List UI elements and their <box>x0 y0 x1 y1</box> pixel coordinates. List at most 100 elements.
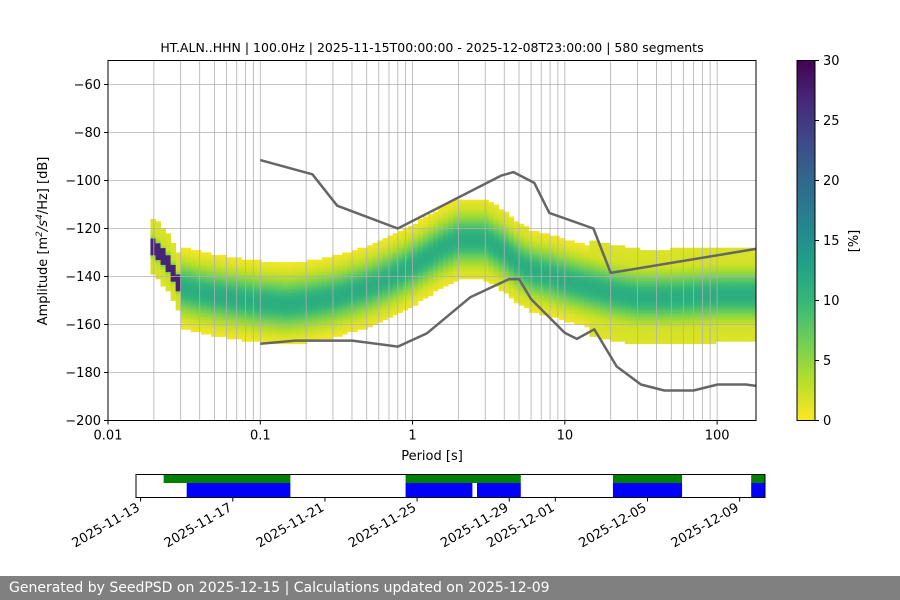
heatmap-cell <box>266 264 272 268</box>
heatmap-cell <box>246 271 252 275</box>
heatmap-cell <box>216 281 222 285</box>
heatmap-cell <box>332 254 338 258</box>
heatmap-cell <box>554 262 560 265</box>
heatmap-cell <box>508 271 515 275</box>
heatmap-cell <box>180 300 187 304</box>
heatmap-cell <box>750 283 757 287</box>
heatmap-cell <box>165 233 172 237</box>
heatmap-cell <box>473 214 479 217</box>
heatmap-cell <box>503 226 510 229</box>
heatmap-cell <box>720 278 727 282</box>
heatmap-cell <box>261 264 267 268</box>
heatmap-cell <box>458 238 464 241</box>
heatmap-cell <box>559 312 565 316</box>
heatmap-cell <box>205 298 212 301</box>
heatmap-cell <box>614 322 621 325</box>
heatmap-cell <box>579 257 585 261</box>
heatmap-cell <box>392 233 399 237</box>
heatmap-cell <box>685 290 691 294</box>
heatmap-cell <box>700 254 706 258</box>
heatmap-cell <box>382 295 389 299</box>
heatmap-cell <box>549 312 555 316</box>
heatmap-cell <box>200 319 207 323</box>
heatmap-cell <box>241 319 247 323</box>
heatmap-cell <box>443 242 449 246</box>
heatmap-cell <box>660 310 666 313</box>
heatmap-cell <box>367 281 373 285</box>
heatmap-cell <box>160 240 166 244</box>
heatmap-cell <box>382 269 389 273</box>
heatmap-cell <box>407 293 414 297</box>
heatmap-cell <box>735 264 742 268</box>
heatmap-cell <box>483 259 489 263</box>
heatmap-cell <box>190 252 197 256</box>
heatmap-cell <box>458 257 464 261</box>
heatmap-cell <box>417 257 424 261</box>
heatmap-cell <box>407 242 414 246</box>
heatmap-cell <box>347 257 353 261</box>
heatmap-cell <box>720 271 727 275</box>
heatmap-cell <box>216 283 222 287</box>
heatmap-cell <box>357 257 363 261</box>
heatmap-cell <box>609 302 616 306</box>
heatmap-cell <box>488 257 494 261</box>
heatmap-cell <box>685 329 691 333</box>
heatmap-cell <box>574 290 580 294</box>
heatmap-cell <box>205 264 212 268</box>
heatmap-cell <box>377 300 383 304</box>
heatmap-cell <box>392 247 399 251</box>
heatmap-cell <box>281 283 288 287</box>
heatmap-cell <box>559 266 565 270</box>
heatmap-cell <box>165 259 172 263</box>
heatmap-cell <box>377 245 383 249</box>
heatmap-cell <box>417 218 424 222</box>
heatmap-cell <box>670 295 676 299</box>
heatmap-cell <box>599 326 606 330</box>
heatmap-cell <box>306 302 313 306</box>
heatmap-cell <box>372 310 378 313</box>
heatmap-cell <box>211 319 217 323</box>
heatmap-cell <box>427 288 434 292</box>
heatmap-cell <box>276 307 283 311</box>
heatmap-cell <box>675 290 681 294</box>
heatmap-cell <box>523 293 530 297</box>
heatmap-cell <box>473 240 479 244</box>
heatmap-cell <box>190 264 197 268</box>
heatmap-cell <box>614 254 621 258</box>
heatmap-cell <box>639 271 646 275</box>
heatmap-cell <box>306 310 313 313</box>
heatmap-cell <box>453 254 459 258</box>
heatmap-cell <box>705 250 711 253</box>
heatmap-cell <box>195 314 202 318</box>
heatmap-cell <box>473 204 479 208</box>
heatmap-cell <box>357 324 363 328</box>
heatmap-cell <box>740 262 747 265</box>
heatmap-cell <box>544 235 550 239</box>
heatmap-cell <box>740 302 747 306</box>
heatmap-cell <box>216 312 222 316</box>
heatmap-cell <box>750 269 757 273</box>
heatmap-cell <box>513 262 520 265</box>
heatmap-cell <box>438 206 444 210</box>
heatmap-cell <box>422 235 429 239</box>
heatmap-cell <box>453 242 459 246</box>
heatmap-cell <box>246 259 252 263</box>
heatmap-cell <box>362 274 368 277</box>
heatmap-cell <box>200 295 207 299</box>
heatmap-cell <box>498 271 505 275</box>
heatmap-cell <box>594 269 600 273</box>
heatmap-cell <box>528 278 535 282</box>
heatmap-cell <box>185 254 192 258</box>
heatmap-cell <box>362 259 368 263</box>
heatmap-cell <box>236 264 242 268</box>
heatmap-cell <box>221 331 227 335</box>
heatmap-cell <box>231 319 237 323</box>
heatmap-cell <box>261 293 267 297</box>
heatmap-cell <box>170 276 177 280</box>
heatmap-cell <box>165 257 172 261</box>
heatmap-cell <box>256 319 262 323</box>
heatmap-cell <box>675 274 681 277</box>
heatmap-cell <box>352 314 358 318</box>
heatmap-cell <box>231 298 237 301</box>
heatmap-cell <box>650 319 656 323</box>
